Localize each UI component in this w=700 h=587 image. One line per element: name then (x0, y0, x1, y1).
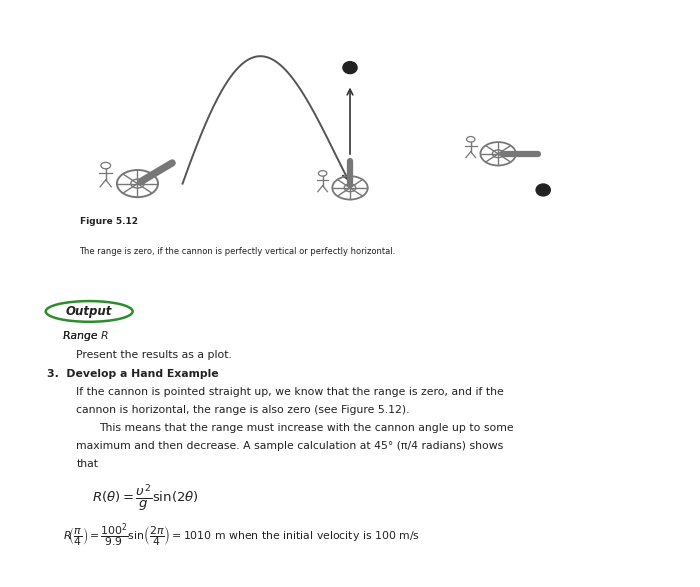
Text: Output: Output (66, 305, 113, 318)
Text: R: R (101, 330, 108, 340)
Text: $R\!\left(\dfrac{\pi}{4}\right) = \dfrac{100^2}{9.9}\sin\!\left(\dfrac{2\pi}{4}\: $R\!\left(\dfrac{\pi}{4}\right) = \dfrac… (64, 521, 421, 549)
Text: This means that the range must increase with the cannon angle up to some: This means that the range must increase … (99, 423, 514, 433)
Ellipse shape (536, 184, 550, 196)
Text: Present the results as a plot.: Present the results as a plot. (76, 350, 232, 360)
Ellipse shape (343, 62, 357, 73)
Text: The range is zero, if the cannon is perfectly vertical or perfectly horizontal.: The range is zero, if the cannon is perf… (80, 248, 396, 257)
Text: maximum and then decrease. A sample calculation at 45° (π/4 radians) shows: maximum and then decrease. A sample calc… (76, 441, 503, 451)
Text: that: that (76, 459, 98, 469)
Text: If the cannon is pointed straight up, we know that the range is zero, and if the: If the cannon is pointed straight up, we… (76, 387, 504, 397)
Text: Figure 5.12: Figure 5.12 (80, 217, 137, 226)
Text: Range: Range (64, 330, 102, 340)
Text: cannon is horizontal, the range is also zero (see Figure 5.12).: cannon is horizontal, the range is also … (76, 405, 410, 415)
Text: Range: Range (64, 330, 102, 340)
Text: $R(\theta) = \dfrac{\upsilon^2}{g}\sin(2\theta)$: $R(\theta) = \dfrac{\upsilon^2}{g}\sin(2… (92, 483, 199, 513)
Text: 3.  Develop a Hand Example: 3. Develop a Hand Example (48, 369, 219, 379)
